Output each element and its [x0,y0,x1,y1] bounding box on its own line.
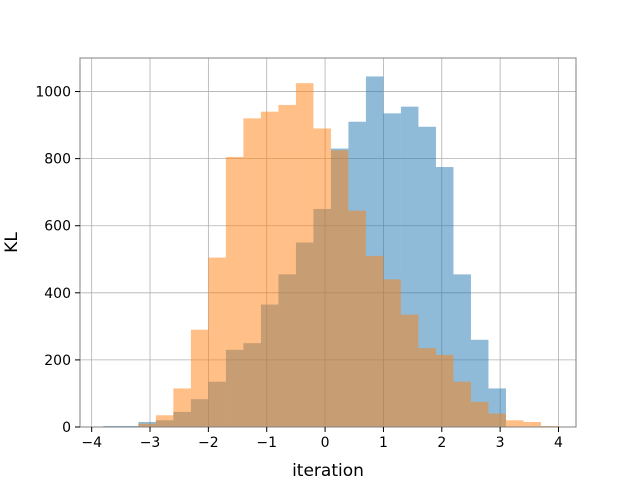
histogram-bar [313,128,331,428]
histogram-bar [523,421,541,427]
y-axis-ticks: 0 200 400 600 800 1000 [35,85,80,436]
histogram-bar [295,83,314,427]
y-tick-label: 400 [44,286,71,302]
x-tick-label: 1 [379,435,388,451]
plot-frame [79,57,577,428]
histogram-bar [348,210,366,427]
x-tick-label: 4 [554,435,563,451]
x-tick-label: −4 [81,435,102,451]
x-tick-label: 2 [437,435,446,451]
x-axis-label: iteration [292,461,364,480]
histogram-bar [383,279,401,427]
histogram-bar [488,413,506,427]
histogram-bar [400,314,419,427]
histogram-bar [155,415,174,427]
histogram-series-2 [138,83,559,428]
y-axis-label: KL [2,232,22,253]
x-tick-label: 3 [496,435,505,451]
histogram-bar [120,425,139,427]
y-tick-label: 0 [62,420,71,436]
x-axis-ticks: −4 −3 −2 −1 0 1 2 3 4 [81,427,563,451]
x-tick-label: −1 [256,435,277,451]
histogram-bar [190,329,209,427]
histogram-bar [278,104,296,428]
histogram-bar [138,423,156,427]
histogram-bar [260,111,279,427]
histogram-bar [470,401,489,427]
y-tick-label: 200 [44,353,71,369]
histogram-bar [225,156,244,427]
histogram-bar [453,381,471,427]
histogram-bar [330,150,349,427]
histogram-bars [103,76,559,428]
y-tick-label: 800 [44,152,71,168]
histogram-bar [173,388,191,427]
x-tick-label: −3 [140,435,161,451]
y-tick-label: 600 [44,219,71,235]
histogram-bar [540,425,559,427]
histogram-bar [365,255,384,427]
x-tick-label: 0 [321,435,330,451]
y-tick-label: 1000 [35,85,71,101]
x-tick-label: −2 [198,435,219,451]
histogram-bar [208,257,226,427]
histogram-bar [103,425,121,427]
histogram-bar [418,348,436,427]
histogram-bar [505,420,524,427]
histogram-bar [243,118,261,427]
histogram-bar [435,354,454,427]
